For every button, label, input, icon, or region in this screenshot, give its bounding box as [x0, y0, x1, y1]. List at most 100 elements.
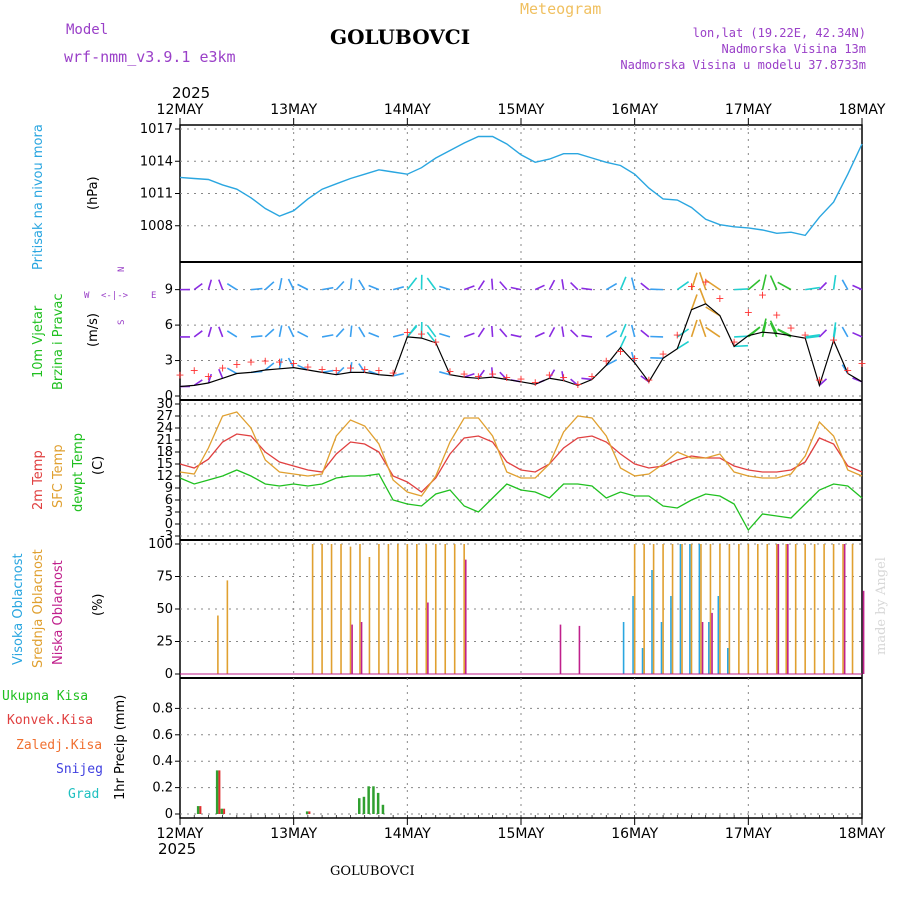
year-bottom: 2025 [158, 840, 196, 858]
wind-barb [605, 330, 618, 338]
value-tick-label: 0 [165, 517, 173, 532]
wind-barb [852, 284, 863, 291]
wind-barb [581, 287, 593, 291]
wind-barb [392, 333, 405, 338]
gust-marker: + [488, 368, 497, 381]
day-label-bottom: 13MAY [270, 826, 317, 842]
wind-barb [463, 285, 475, 291]
value-tick-label: 0 [165, 389, 173, 404]
wind-barb [207, 326, 213, 338]
day-label-top: 15MAY [498, 102, 545, 118]
gust-marker: + [673, 329, 682, 342]
wind-barb [548, 369, 556, 379]
precip-conv-label: Konvek.Kisa [7, 713, 93, 728]
dewpt-label: dewpt Temp [71, 433, 86, 512]
wind-barb [287, 357, 295, 369]
gust-marker: + [232, 358, 241, 371]
gust-marker: + [275, 356, 284, 369]
gust-marker: + [687, 280, 696, 293]
value-tick-label: 6 [165, 493, 173, 508]
meteogram-label: Meteogram [520, 0, 601, 18]
wind-barb [769, 322, 778, 338]
value-tick-label: 100 [148, 537, 173, 552]
compass-n: N [117, 267, 127, 272]
day-label-bottom: 17MAY [725, 826, 772, 842]
wind-speed-line [179, 303, 863, 388]
value-tick-label: 0.6 [152, 728, 173, 743]
temp2m-line [179, 433, 863, 493]
wind-barb [510, 333, 522, 338]
wind-barb [818, 281, 828, 291]
precip-conv-bar [218, 770, 221, 814]
day-label-top: 18MAY [839, 102, 886, 118]
pressure-layer [179, 135, 863, 237]
wind-barb [630, 277, 636, 290]
wind-barb [605, 282, 618, 291]
precip-unit: 1hr Precip (mm) [113, 695, 128, 800]
value-tick-label: 0 [165, 667, 173, 682]
gust-marker: + [346, 362, 355, 375]
low-cloud-label: Niska Oblacnost [51, 560, 66, 665]
day-label-top: 13MAY [270, 102, 317, 118]
wind-barb [805, 334, 821, 338]
wind-barb [264, 281, 275, 291]
wind-barb [561, 371, 565, 381]
value-tick-label: 0.2 [152, 781, 173, 796]
gust-marker: + [516, 372, 525, 385]
wind-barb [491, 278, 494, 290]
precip-total-bar [305, 811, 309, 814]
wind-barb [630, 351, 636, 364]
wind-barb [392, 286, 405, 291]
wind-barb [690, 272, 698, 290]
wind-barb [335, 328, 345, 338]
value-tick-label: 0 [165, 807, 173, 822]
wind-barb [218, 368, 224, 379]
wind-barb [477, 327, 485, 338]
value-tick-label: 15 [156, 457, 173, 472]
gust-marker: + [460, 368, 469, 381]
credit-label: made by Angel [874, 557, 889, 655]
day-label-bottom: 18MAY [839, 826, 886, 842]
value-tick-label: 24 [156, 421, 173, 436]
gust-marker: + [772, 308, 781, 321]
sfc-temp-line [179, 411, 863, 497]
wind-barb [690, 319, 698, 338]
wind-barb [570, 282, 579, 291]
compass-s: S [117, 320, 127, 325]
value-tick-label: 6 [165, 318, 173, 333]
value-tick-label: 75 [156, 570, 173, 585]
wind-barb [226, 367, 238, 375]
wind-barb [321, 369, 334, 374]
wind-barb [499, 281, 508, 291]
day-label-bottom: 16MAY [611, 826, 658, 842]
value-tick-label: -3 [160, 529, 173, 544]
gust-marker: + [403, 326, 412, 339]
wind-barb [193, 379, 203, 387]
wind-barb [439, 332, 451, 338]
wind-barb [534, 331, 545, 338]
wind-barb [676, 281, 690, 291]
gust-marker: + [190, 364, 199, 377]
wind-barb [287, 325, 295, 338]
wind-barb [297, 330, 309, 338]
wind-compass: N W <-|-> E S [84, 267, 156, 325]
wind-barb [698, 287, 707, 305]
precip-total-bar [196, 806, 200, 814]
wind-barb [805, 286, 821, 291]
precip-snow-label: Snijeg [56, 762, 103, 777]
wind-barb [561, 326, 565, 338]
wind-barb [841, 279, 849, 291]
pressure-line [179, 135, 863, 237]
wind-barb [705, 279, 721, 291]
gust-marker: + [744, 306, 753, 319]
gust-marker: + [829, 333, 838, 346]
gust-marker: + [587, 370, 596, 383]
day-label-bottom: 12MAY [157, 826, 204, 842]
gust-marker: + [545, 369, 554, 382]
wind-barb [640, 329, 650, 338]
wind-barb [777, 281, 792, 291]
precip-total-bar [220, 808, 224, 814]
gust-marker: + [261, 355, 270, 368]
value-tick-label: 25 [156, 635, 173, 650]
wind-barb [368, 331, 380, 338]
